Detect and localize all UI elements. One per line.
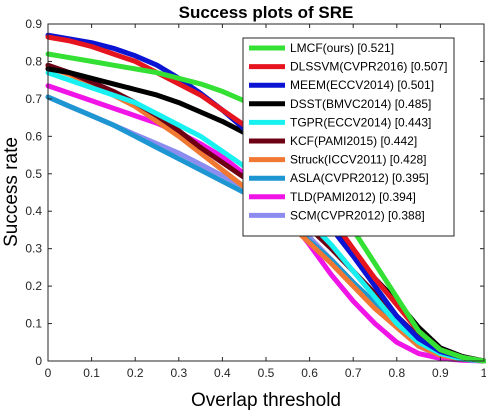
x-tick-label: 0.2 xyxy=(127,366,144,380)
legend-entry-label: DSST(BMVC2014) [0.485] xyxy=(290,97,431,111)
y-tick-label: 0.7 xyxy=(25,92,42,106)
legend-entry-label: TLD(PAMI2012) [0.394] xyxy=(290,190,416,204)
x-tick-label: 0 xyxy=(45,366,52,380)
x-tick-label: 0.1 xyxy=(83,366,100,380)
x-axis-title: Overlap threshold xyxy=(191,390,341,411)
legend-entry-label: SCM(CVPR2012) [0.388] xyxy=(290,208,425,222)
y-tick-label: 0.5 xyxy=(25,167,42,181)
y-tick-label: 0.8 xyxy=(25,54,42,68)
legend-entry-label: MEEM(ECCV2014) [0.501] xyxy=(290,78,434,92)
legend-entry-label: LMCF(ours) [0.521] xyxy=(290,41,394,55)
y-tick-label: 0 xyxy=(35,354,42,368)
x-tick-label: 0.4 xyxy=(214,366,231,380)
y-tick-label: 0.4 xyxy=(25,204,42,218)
legend: LMCF(ours) [0.521] DLSSVM(CVPR2016) [0.50… xyxy=(242,37,455,237)
x-tick-label: 0.5 xyxy=(258,366,275,380)
axes-layer: 0 0.1 0.2 0.3 0.4 0.5 0.6 0.7 0.8 0.9 1 0 0.1 0.2 0.3 0… xyxy=(25,17,486,380)
x-tick-label: 1 xyxy=(481,366,486,380)
x-tick-label: 0.7 xyxy=(345,366,362,380)
chart-title: Success plots of SRE xyxy=(179,3,354,22)
legend-entry-label: KCF(PAMI2015) [0.442] xyxy=(290,134,417,148)
legend-box xyxy=(242,37,455,237)
y-tick-label: 0.3 xyxy=(25,242,42,256)
y-tick-label: 0.6 xyxy=(25,129,42,143)
y-tick-label: 0.2 xyxy=(25,279,42,293)
legend-entry-label: Struck(ICCV2011) [0.428] xyxy=(290,153,427,167)
legend-entry-label: TGPR(ECCV2014) [0.443] xyxy=(290,115,431,129)
legend-entry-label: DLSSVM(CVPR2016) [0.507] xyxy=(290,60,447,74)
y-tick-label: 0.9 xyxy=(25,17,42,31)
x-tick-label: 0.9 xyxy=(432,366,449,380)
legend-entry-label: ASLA(CVPR2012) [0.395] xyxy=(290,171,429,185)
y-tick-label: 0.1 xyxy=(25,317,42,331)
x-tick-label: 0.3 xyxy=(170,366,187,380)
x-tick-label: 0.8 xyxy=(388,366,405,380)
y-axis-title: Success rate xyxy=(1,137,22,247)
x-tick-label: 0.6 xyxy=(301,366,318,380)
